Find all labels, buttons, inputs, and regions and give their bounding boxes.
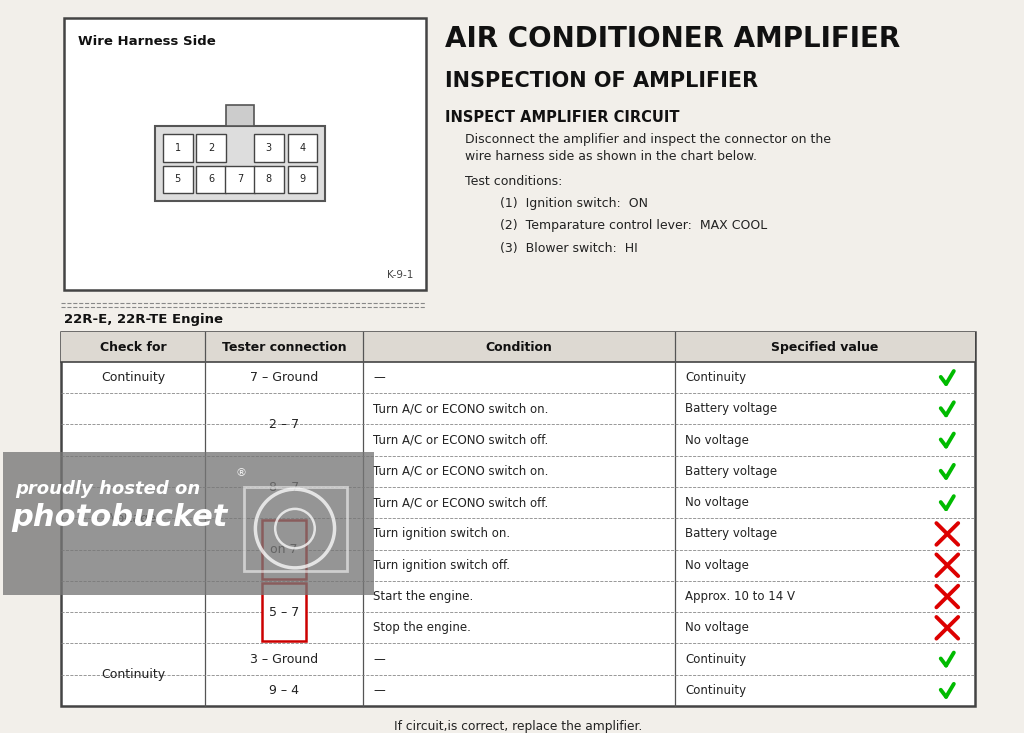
Text: Specified value: Specified value [771, 341, 879, 353]
Text: 5: 5 [174, 174, 181, 185]
Text: Test conditions:: Test conditions: [465, 175, 562, 188]
Text: wire harness side as shown in the chart below.: wire harness side as shown in the chart … [465, 150, 757, 163]
Bar [65, 18, 426, 290]
Text: Disconnect the amplifier and inspect the connector on the: Disconnect the amplifier and inspect the… [465, 133, 831, 146]
Text: proudly hosted on: proudly hosted on [14, 480, 200, 498]
Text: 8 – 7: 8 – 7 [269, 481, 299, 493]
Text: Check for: Check for [99, 341, 167, 353]
Text: Condition: Condition [485, 341, 553, 353]
Bar [254, 134, 284, 162]
Text: Continuity: Continuity [685, 371, 746, 384]
Bar [163, 166, 193, 194]
Bar [288, 166, 317, 194]
Bar [288, 134, 317, 162]
Text: 3: 3 [265, 143, 271, 153]
Text: Approx. 10 to 14 V: Approx. 10 to 14 V [685, 590, 795, 603]
Text: Battery voltage: Battery voltage [685, 402, 777, 416]
Text: Voltage: Voltage [110, 512, 157, 525]
Bar [3, 452, 374, 595]
Text: on 7: on 7 [270, 543, 298, 556]
Text: photobucket: photobucket [11, 504, 227, 532]
Text: 7: 7 [237, 174, 243, 185]
Bar [262, 520, 306, 579]
Bar [197, 134, 226, 162]
Bar [226, 105, 254, 126]
Text: AIR CONDITIONER AMPLIFIER: AIR CONDITIONER AMPLIFIER [445, 25, 901, 53]
Text: If circuit,is correct, replace the amplifier.: If circuit,is correct, replace the ampli… [394, 720, 642, 733]
Text: Continuity: Continuity [685, 652, 746, 666]
Text: No voltage: No voltage [685, 496, 749, 509]
Text: 2: 2 [208, 143, 214, 153]
Text: 22R-E, 22R-TE Engine: 22R-E, 22R-TE Engine [65, 313, 223, 325]
Bar [225, 166, 255, 194]
Text: (1)  Ignition switch:  ON: (1) Ignition switch: ON [500, 196, 648, 210]
Text: Start the engine.: Start the engine. [373, 590, 473, 603]
Text: Continuity: Continuity [101, 371, 165, 384]
Text: K-9-1: K-9-1 [387, 270, 414, 280]
Text: Turn A/C or ECONO switch off.: Turn A/C or ECONO switch off. [373, 496, 549, 509]
Text: Turn A/C or ECONO switch off.: Turn A/C or ECONO switch off. [373, 434, 549, 446]
Bar [61, 332, 975, 362]
Bar [163, 134, 193, 162]
Bar [244, 487, 347, 571]
Text: —: — [373, 684, 385, 697]
Text: Turn ignition switch off.: Turn ignition switch off. [373, 559, 510, 572]
Text: Stop the engine.: Stop the engine. [373, 622, 471, 634]
Text: Turn ignition switch on.: Turn ignition switch on. [373, 528, 510, 540]
Text: 7 – Ground: 7 – Ground [250, 371, 318, 384]
Text: 5 – 7: 5 – 7 [269, 605, 299, 619]
Text: (2)  Temparature control lever:  MAX COOL: (2) Temparature control lever: MAX COOL [500, 219, 767, 232]
Text: —: — [373, 371, 385, 384]
Text: Tester connection: Tester connection [222, 341, 346, 353]
Text: 8: 8 [265, 174, 271, 185]
Text: Battery voltage: Battery voltage [685, 528, 777, 540]
Text: ®: ® [236, 468, 247, 478]
Text: Continuity: Continuity [101, 668, 165, 681]
Text: No voltage: No voltage [685, 434, 749, 446]
Bar [262, 583, 306, 641]
Text: —: — [373, 652, 385, 666]
Text: No voltage: No voltage [685, 559, 749, 572]
Text: Battery voltage: Battery voltage [685, 465, 777, 478]
Text: Turn A/C or ECONO switch on.: Turn A/C or ECONO switch on. [373, 465, 549, 478]
Text: Turn A/C or ECONO switch on.: Turn A/C or ECONO switch on. [373, 402, 549, 416]
Bar [254, 166, 284, 194]
Bar [155, 126, 326, 201]
Text: 9: 9 [299, 174, 305, 185]
Bar [197, 166, 226, 194]
Text: 6: 6 [208, 174, 214, 185]
Bar [61, 332, 975, 706]
Text: (3)  Blower switch:  HI: (3) Blower switch: HI [500, 242, 638, 255]
Text: INSPECT AMPLIFIER CIRCUIT: INSPECT AMPLIFIER CIRCUIT [445, 110, 680, 125]
Text: INSPECTION OF AMPLIFIER: INSPECTION OF AMPLIFIER [445, 71, 759, 91]
Text: Wire Harness Side: Wire Harness Side [78, 35, 216, 48]
Text: 2 – 7: 2 – 7 [269, 418, 299, 431]
Text: No voltage: No voltage [685, 622, 749, 634]
Text: 1: 1 [175, 143, 181, 153]
Text: 3 – Ground: 3 – Ground [250, 652, 318, 666]
Text: 4: 4 [299, 143, 305, 153]
Text: Continuity: Continuity [685, 684, 746, 697]
Text: 9 – 4: 9 – 4 [269, 684, 299, 697]
